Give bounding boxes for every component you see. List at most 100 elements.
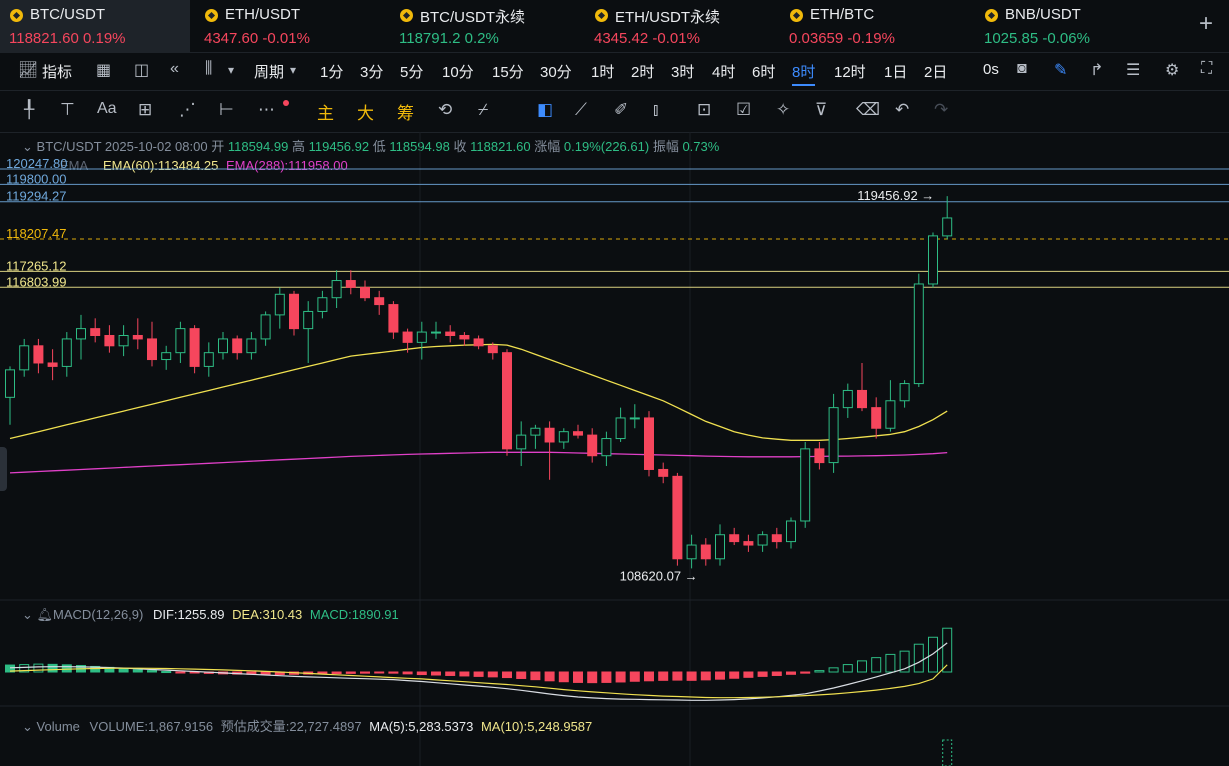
side-panel-handle[interactable] [0, 447, 7, 491]
text-tool-button[interactable]: Aa [97, 100, 117, 117]
interval-button[interactable]: 5分 [400, 64, 424, 81]
ticker-tabs: BTC/USDT 118821.60 0.19% ETH/USDT 4347.60 -… [0, 0, 1229, 53]
interval-button[interactable]: 1日 [884, 64, 908, 81]
macd-bar [416, 671, 427, 676]
coin-icon [400, 9, 413, 22]
line-tool-icon[interactable]: ⊤ [60, 100, 75, 119]
magic-icon[interactable]: ✧ [776, 100, 791, 119]
add-tab-button[interactable]: + [1198, 10, 1213, 37]
ruler-icon[interactable]: ⊞ [138, 100, 153, 119]
interval-button[interactable]: 10分 [442, 64, 474, 81]
undo-icon[interactable]: ↶ [895, 100, 910, 119]
volume-ma5: MA(5):5,283.5373 [369, 719, 474, 734]
bell-icon[interactable]: 🔔︎ [36, 607, 54, 622]
interval-button[interactable]: 12时 [834, 64, 866, 81]
lock-icon[interactable]: ⊡ [697, 100, 712, 119]
candle-body [715, 534, 725, 560]
macd-bar [629, 671, 640, 682]
rewind-icon[interactable]: « [170, 60, 179, 77]
crosshair-icon[interactable]: ╀ [24, 100, 35, 119]
brush-icon[interactable]: ✐ [614, 100, 629, 119]
macd-bar [147, 670, 157, 673]
ruler-tool-icon[interactable]: ⟋ [575, 100, 587, 119]
macd-bar [871, 657, 882, 673]
ticker-tab[interactable]: BNB/USDT 1025.85 -0.06% [975, 0, 1165, 52]
macd-bar [715, 671, 725, 680]
macd-label: MACD(12,26,9) [53, 607, 144, 622]
ticker-tab[interactable]: ETH/BTC 0.03659 -0.19% [780, 0, 970, 52]
ticker-tab[interactable]: ETH/USDT永续 4345.42 -0.01% [585, 0, 775, 52]
ticker-tab[interactable]: BTC/USDT永续 118791.2 0.2% [390, 0, 580, 52]
candle-body [814, 448, 825, 464]
ohlc-info: ⌄ BTC/USDT 2025-10-02 08:00 开 118594.99 … [22, 139, 720, 154]
price-level-label: 120247.80 [6, 156, 67, 171]
price-level-label: 116803.99 [6, 274, 67, 289]
period-dropdown[interactable]: 周期 [254, 64, 285, 81]
delete-icon[interactable]: ⌫ [856, 100, 881, 119]
interval-button[interactable]: 3分 [360, 64, 384, 81]
share-icon[interactable]: ↱ [1090, 62, 1104, 79]
fib-icon[interactable]: ⋰ [179, 100, 196, 119]
candle-body [317, 297, 328, 312]
interval-button[interactable]: 2时 [631, 64, 655, 81]
candle-body [757, 534, 768, 546]
chevron-down-icon[interactable]: ▾ [290, 63, 297, 77]
magnet-icon[interactable]: ◧ [537, 100, 554, 119]
ticker-tab[interactable]: ETH/USDT 4347.60 -0.01% [195, 0, 385, 52]
indicator-button[interactable]: 指标 [42, 64, 73, 81]
more-icon[interactable]: ⋯ [258, 100, 275, 119]
calendar-icon[interactable]: ▦ [96, 62, 112, 79]
volume-value: VOLUME:1,867.9156 [89, 719, 214, 734]
interval-button[interactable]: 30分 [540, 64, 572, 81]
layout-icon[interactable]: ◫ [134, 62, 150, 79]
note-icon[interactable]: ☑ [736, 100, 752, 119]
seconds-button[interactable]: 0s [983, 61, 999, 78]
camera-icon[interactable]: ◙ [1017, 60, 1027, 77]
ticker-symbol: BTC/USDT [30, 6, 105, 23]
collapse-icon[interactable]: ⌄ [22, 607, 33, 622]
big-order-button[interactable]: 大 [357, 104, 374, 123]
interval-button[interactable]: 8时 [792, 61, 816, 86]
interval-button[interactable]: 1分 [320, 64, 344, 81]
candle-icon[interactable]: ⫾ [653, 100, 659, 119]
pencil-icon[interactable]: ✎ [1054, 62, 1068, 79]
interval-button[interactable]: 3时 [671, 64, 695, 81]
macd-bar [587, 671, 598, 684]
macd-bar [743, 671, 754, 678]
macd-bar [857, 660, 867, 673]
interval-button[interactable]: 2日 [924, 64, 948, 81]
chip-button[interactable]: 筹 [397, 104, 414, 123]
interval-button[interactable]: 15分 [492, 64, 524, 81]
volume-info: ⌄ Volume VOLUME:1,867.9156 预估成交量:22,727.… [22, 716, 592, 735]
main-indicator-button[interactable]: 主 [317, 104, 334, 123]
chevron-down-icon[interactable]: ▾ [228, 63, 235, 77]
candle-body [431, 331, 441, 334]
chart-type-icon[interactable]: ⫼ [205, 60, 213, 77]
sync-icon[interactable]: ⟲ [438, 100, 453, 119]
interval-button[interactable]: 1时 [591, 64, 615, 81]
interval-button[interactable]: 4时 [712, 64, 736, 81]
measure-icon[interactable]: ⊢ [219, 100, 234, 119]
high-marker: 119456.92 → [857, 188, 934, 203]
filter-icon[interactable]: ⊽ [815, 100, 828, 119]
ticker-tab[interactable]: BTC/USDT 118821.60 0.19% [0, 0, 190, 52]
interval-button[interactable]: 6时 [752, 64, 776, 81]
candle-body [942, 217, 953, 237]
coin-icon [790, 9, 803, 22]
settings-icon[interactable]: ⚙ [1165, 62, 1180, 79]
candle-body [303, 310, 314, 330]
list-icon[interactable]: ☰ [1126, 62, 1141, 79]
candle-body [374, 297, 385, 306]
redo-icon[interactable]: ↷ [934, 100, 949, 119]
candle-body [218, 338, 228, 354]
candle-body [274, 293, 285, 316]
eraser-icon[interactable]: ⌿ [478, 100, 489, 119]
candle-body [658, 468, 669, 477]
macd-bar [345, 671, 356, 674]
collapse-icon[interactable]: ⌄ [22, 139, 33, 154]
info-close: 118821.60 [470, 139, 531, 154]
candle-body [502, 352, 512, 450]
collapse-icon[interactable]: ⌄ [22, 719, 33, 734]
fullscreen-icon[interactable]: ⛶ [1201, 60, 1213, 77]
